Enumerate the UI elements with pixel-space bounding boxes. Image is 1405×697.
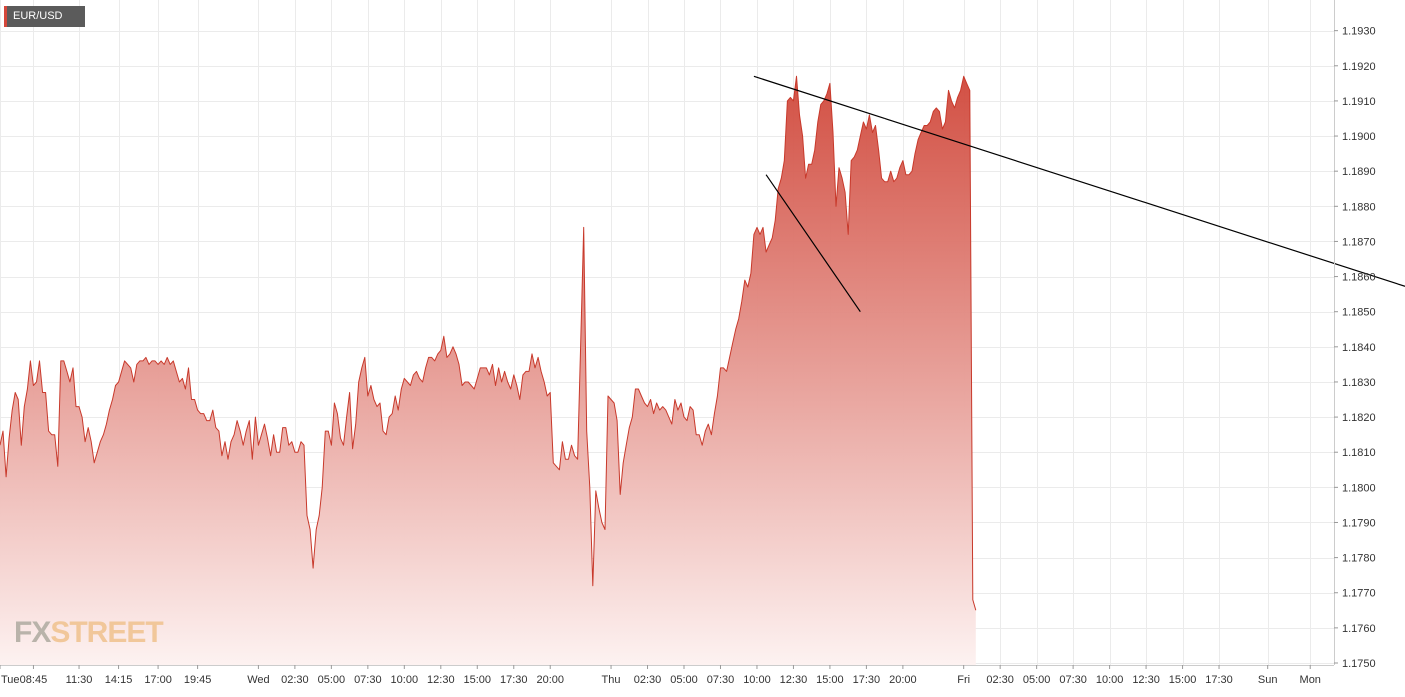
x-tick-label: 15:00 <box>816 674 844 686</box>
x-tick-label: 02:30 <box>986 674 1014 686</box>
x-tick-label: 20:00 <box>889 674 917 686</box>
x-tick-label: 11:30 <box>66 674 93 686</box>
price-area <box>0 75 977 666</box>
x-tick-label: 17:30 <box>1205 674 1233 686</box>
x-tick-label: 07:30 <box>354 674 382 686</box>
y-tick-label: 1.1920 <box>1342 61 1376 73</box>
x-tick-label: 19:45 <box>184 674 212 686</box>
x-tick-label: 14:15 <box>105 674 133 686</box>
x-tick-label: 12:30 <box>1132 674 1160 686</box>
x-tick-label: Mon <box>1300 674 1321 686</box>
x-tick-label: 05:00 <box>1023 674 1051 686</box>
x-tick-label: 15:00 <box>464 674 492 686</box>
trendline <box>765 174 861 313</box>
x-tick-label: 05:00 <box>318 674 346 686</box>
y-tick-label: 1.1860 <box>1342 272 1376 284</box>
x-tick-label: 05:00 <box>670 674 698 686</box>
x-tick-label: Fri <box>957 674 970 686</box>
y-tick-label: 1.1800 <box>1342 482 1376 494</box>
x-tick-label: 17:30 <box>853 674 881 686</box>
x-tick-label: Tue <box>1 674 20 686</box>
x-tick-label: Sun <box>1258 674 1278 686</box>
price-line <box>0 75 977 611</box>
x-tick-label: 15:00 <box>1169 674 1197 686</box>
y-tick-label: 1.1750 <box>1342 658 1376 670</box>
trendlines <box>753 75 1405 313</box>
y-tick-label: 1.1790 <box>1342 517 1376 529</box>
y-tick-label: 1.1910 <box>1342 96 1376 108</box>
y-tick-label: 1.1770 <box>1342 588 1376 600</box>
x-tick-label: 12:30 <box>427 674 455 686</box>
y-tick-label: 1.1900 <box>1342 131 1376 143</box>
plot-frame <box>0 0 1335 666</box>
x-axis: Tue 08:45 11:30 14:15 17:00 19:45 Wed 02:30 05:0… <box>0 665 1321 686</box>
y-tick-label: 1.1930 <box>1342 26 1376 38</box>
y-tick-label: 1.1810 <box>1342 447 1376 459</box>
x-tick-label: 10:00 <box>743 674 771 686</box>
x-tick-label: Thu <box>602 674 621 686</box>
x-tick-label: 07:30 <box>1059 674 1087 686</box>
fxstreet-logo: FXSTREET <box>14 614 164 652</box>
y-tick-label: 1.1890 <box>1342 166 1376 178</box>
x-tick-label: 17:00 <box>144 674 172 686</box>
symbol-label: EUR/USD <box>4 6 85 27</box>
x-tick-label: 10:00 <box>1096 674 1124 686</box>
x-tick-label: 12:30 <box>780 674 808 686</box>
y-tick-label: 1.1760 <box>1342 623 1376 635</box>
x-tick-label: 08:45 <box>20 674 48 686</box>
x-tick-label: 17:30 <box>500 674 528 686</box>
y-tick-label: 1.1820 <box>1342 412 1376 424</box>
y-tick-label: 1.1780 <box>1342 553 1376 565</box>
y-axis: 1.1930 1.1920 1.1910 1.1900 1.1890 1.1880 1.18… <box>1334 26 1376 670</box>
logo-street: STREET <box>50 616 163 649</box>
y-tick-label: 1.1840 <box>1342 342 1376 354</box>
x-tick-label: 20:00 <box>536 674 564 686</box>
y-tick-label: 1.1870 <box>1342 236 1376 248</box>
x-tick-label: 10:00 <box>391 674 419 686</box>
y-tick-label: 1.1850 <box>1342 307 1376 319</box>
x-tick-label: 02:30 <box>281 674 309 686</box>
y-tick-label: 1.1830 <box>1342 377 1376 389</box>
logo-fx: FX <box>14 616 51 649</box>
x-tick-label: Wed <box>247 674 269 686</box>
y-tick-label: 1.1880 <box>1342 201 1376 213</box>
x-tick-label: 07:30 <box>707 674 735 686</box>
trendline <box>753 75 885 120</box>
x-tick-label: 02:30 <box>634 674 662 686</box>
area-fill <box>0 76 976 666</box>
trendline-extension <box>884 117 1405 287</box>
